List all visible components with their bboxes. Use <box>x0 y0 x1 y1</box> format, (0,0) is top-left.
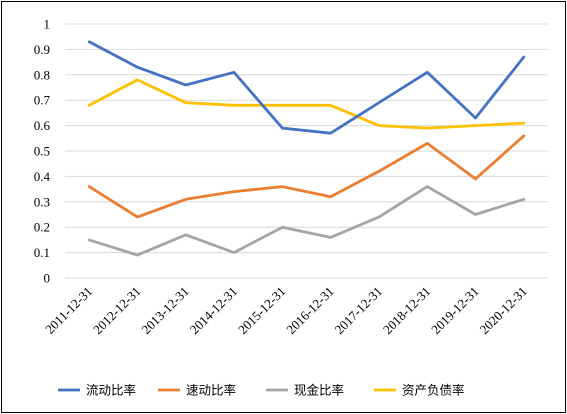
x-tick-label: 2013-12-31 <box>138 284 192 338</box>
series-line-3 <box>87 78 526 130</box>
y-tick-label: 0.4 <box>34 169 51 184</box>
legend-label: 流动比率 <box>86 383 136 398</box>
y-tick-label: 0.8 <box>34 67 50 82</box>
series-line-2 <box>87 185 526 257</box>
series-line-0 <box>87 40 526 135</box>
y-tick-label: 0.1 <box>34 245 50 260</box>
x-tick-label: 2020-12-31 <box>476 284 530 338</box>
y-tick-label: 0 <box>44 271 51 286</box>
legend-label: 资产负债率 <box>402 383 465 398</box>
x-tick-label: 2017-12-31 <box>332 284 386 338</box>
y-tick-label: 0.9 <box>34 42 50 57</box>
y-axis-ticks: 0 0.1 0.2 0.3 0.4 0.5 0.6 0.7 0.8 0.9 1 <box>34 17 51 286</box>
x-tick-label: 2019-12-31 <box>428 284 482 338</box>
y-tick-label: 1 <box>44 17 51 32</box>
x-tick-label: 2012-12-31 <box>90 284 144 338</box>
x-axis-ticks: 2011-12-312012-12-312013-12-312014-12-31… <box>42 284 530 338</box>
series-lines <box>87 40 526 257</box>
legend-label: 现金比率 <box>294 383 344 398</box>
series-line-1 <box>87 134 526 219</box>
y-tick-label: 0.7 <box>34 93 51 108</box>
gridlines <box>65 23 548 279</box>
x-tick-label: 2015-12-31 <box>235 284 289 338</box>
y-tick-label: 0.6 <box>34 118 51 133</box>
x-tick-label: 2011-12-31 <box>42 284 95 337</box>
y-tick-label: 0.3 <box>34 194 50 209</box>
x-tick-label: 2016-12-31 <box>283 284 337 338</box>
legend: 流动比率 速动比率 现金比率 资产负债率 <box>58 383 465 398</box>
legend-label: 速动比率 <box>186 383 236 398</box>
y-tick-label: 0.5 <box>34 144 50 159</box>
x-tick-label: 2018-12-31 <box>380 284 434 338</box>
x-tick-label: 2014-12-31 <box>187 284 241 338</box>
y-tick-label: 0.2 <box>34 220 50 235</box>
